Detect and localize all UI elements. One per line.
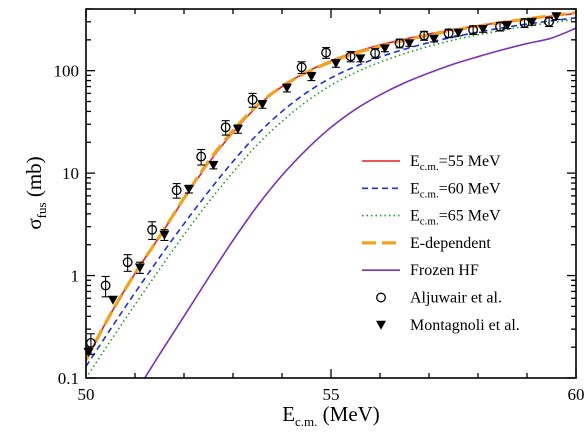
legend-label-frozen: Frozen HF — [410, 262, 479, 279]
montagnoli-point — [107, 295, 118, 305]
e65-curve — [86, 18, 576, 378]
aljuwair-point — [220, 122, 231, 133]
montagnoli-point — [281, 83, 292, 93]
montagnoli-point — [502, 21, 513, 31]
montagnoli-point — [134, 263, 145, 273]
legend-label-edep: E-dependent — [410, 235, 491, 252]
montagnoli-point — [355, 54, 366, 64]
montagnoli-point — [232, 124, 243, 134]
montagnoli-point — [428, 34, 439, 44]
y-tick-label: 10 — [62, 164, 79, 183]
aljuwair-point — [544, 16, 555, 27]
edep-curve — [86, 11, 576, 361]
y-axis-title: σfus (mb) — [22, 156, 49, 229]
montagnoli-point — [477, 25, 488, 35]
aljuwair-point — [196, 151, 207, 162]
aljuwair-point — [100, 280, 111, 291]
aljuwair-point — [296, 62, 307, 73]
montagnoli-point — [379, 44, 390, 54]
legend-swatch-aljuwair — [376, 292, 386, 303]
legend-swatch-montagnoli — [376, 320, 386, 330]
aljuwair-point — [345, 51, 356, 62]
x-tick-label: 60 — [568, 385, 585, 404]
legend-label-e65: Ec.m.=65 MeV — [410, 208, 501, 228]
aljuwair-point — [147, 224, 158, 235]
x-axis-title: Ec.m. (MeV) — [282, 402, 380, 429]
series-layer — [86, 11, 576, 378]
aljuwair-point — [171, 185, 182, 196]
x-tick-label: 50 — [78, 385, 95, 404]
y-tick-label: 0.1 — [58, 369, 79, 388]
montagnoli-point — [330, 59, 341, 69]
aljuwair-point — [321, 47, 332, 58]
e60-curve — [86, 17, 576, 367]
legend: Ec.m.=55 MeV Ec.m.=60 MeV Ec.m.=65 MeV E-de… — [362, 153, 520, 334]
aljuwair-point — [370, 48, 381, 59]
aljuwair-point — [419, 30, 430, 41]
montagnoli-point — [159, 230, 170, 240]
aljuwair-point — [519, 18, 530, 28]
y-tick-label: 100 — [54, 62, 80, 81]
aljuwair-point — [247, 94, 258, 105]
y-tick-label: 1 — [71, 267, 80, 286]
aljuwair-point — [468, 24, 479, 35]
e55-curve — [86, 12, 576, 361]
montagnoli-point — [453, 28, 464, 38]
x-tick-label: 55 — [323, 385, 340, 404]
montagnoli-point — [83, 347, 94, 357]
legend-label-montagnoli: Montagnoli et al. — [410, 317, 520, 334]
aljuwair-point — [443, 28, 454, 39]
frozen-curve — [144, 27, 576, 378]
ticks-layer: 50 55 60 0.1 1 10 100 — [54, 8, 585, 404]
montagnoli-point — [208, 161, 219, 171]
montagnoli-point — [257, 100, 268, 110]
aljuwair-point — [122, 257, 133, 268]
montagnoli-point — [404, 39, 415, 49]
legend-label-aljuwair: Aljuwair et al. — [410, 290, 502, 307]
marker-layer — [83, 12, 562, 357]
montagnoli-point — [526, 17, 537, 27]
aljuwair-point — [495, 21, 506, 32]
legend-label-e60: Ec.m.=60 MeV — [410, 180, 501, 200]
legend-label-e55: Ec.m.=55 MeV — [410, 153, 501, 173]
montagnoli-point — [306, 72, 317, 82]
montagnoli-point — [551, 12, 562, 22]
aljuwair-point — [394, 38, 405, 49]
montagnoli-point — [183, 184, 194, 194]
